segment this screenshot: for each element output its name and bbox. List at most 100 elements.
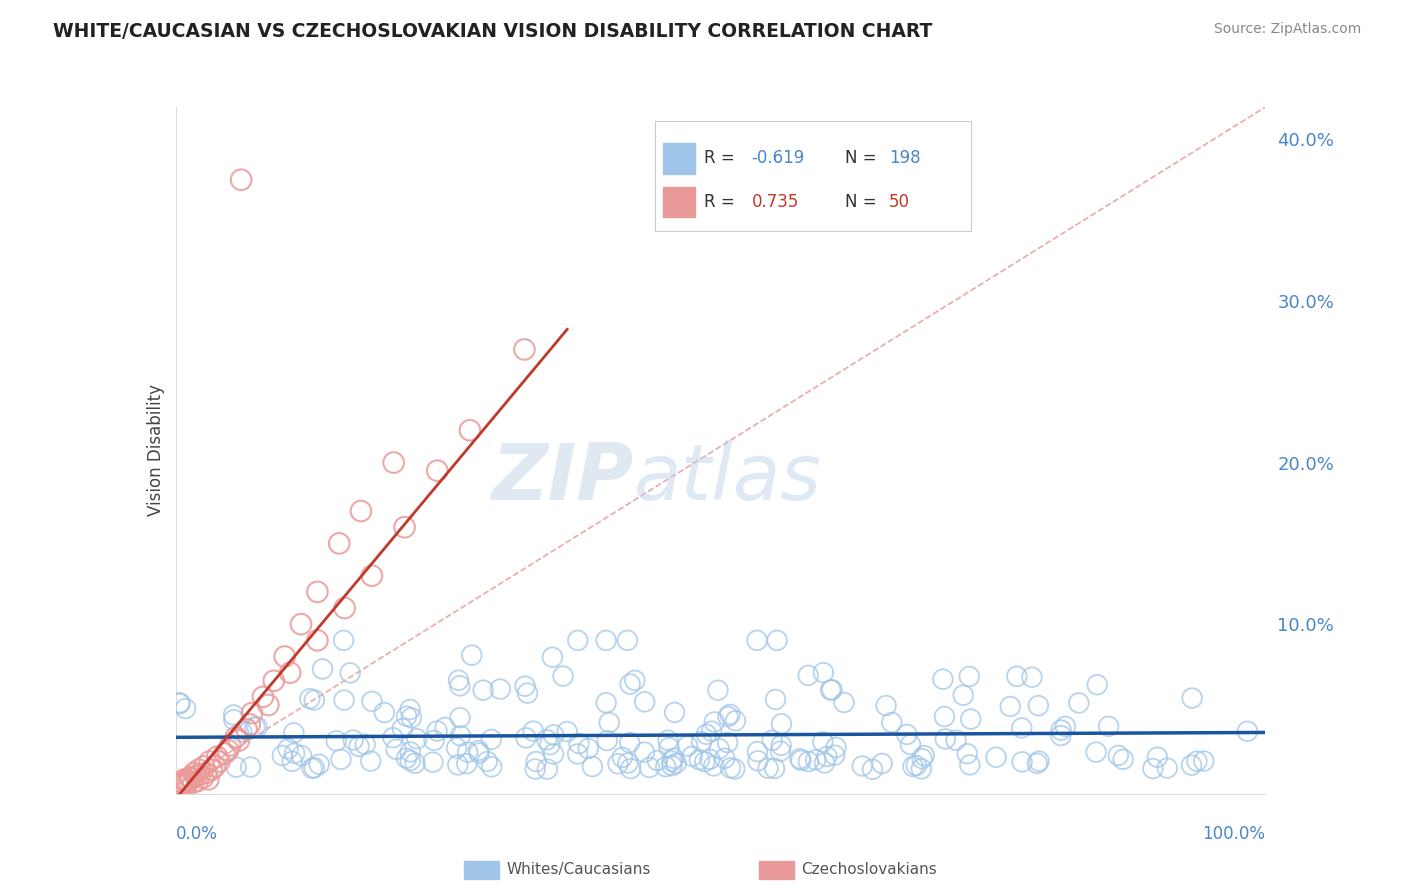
Text: R =: R =: [704, 193, 740, 211]
Point: [945, 733, 967, 747]
Point: [1097, 719, 1119, 733]
Point: [274, 649, 297, 664]
Point: [724, 762, 747, 776]
Point: [1107, 748, 1129, 763]
Point: [695, 727, 717, 741]
Point: [394, 520, 416, 534]
Point: [477, 755, 499, 769]
Point: [745, 633, 768, 648]
Point: [1146, 750, 1168, 764]
Point: [624, 673, 647, 688]
Point: [870, 756, 893, 771]
Point: [169, 779, 191, 793]
Point: [665, 756, 688, 771]
Point: [513, 679, 536, 693]
Point: [1085, 678, 1108, 692]
Point: [567, 747, 589, 761]
Point: [747, 745, 769, 759]
Point: [467, 743, 489, 757]
Point: [709, 741, 731, 756]
Point: [1180, 758, 1202, 772]
Point: [205, 749, 228, 764]
Point: [524, 762, 547, 776]
Point: [434, 721, 457, 735]
Point: [700, 724, 723, 739]
Point: [290, 617, 312, 632]
Point: [426, 724, 449, 739]
Point: [598, 715, 620, 730]
Point: [333, 601, 356, 615]
Point: [170, 777, 193, 791]
Text: R =: R =: [704, 149, 740, 167]
Point: [257, 698, 280, 712]
Point: [551, 669, 574, 683]
Point: [222, 713, 245, 727]
Point: [662, 751, 685, 765]
Point: [201, 763, 224, 777]
Point: [307, 633, 329, 648]
Point: [180, 771, 202, 785]
Bar: [664, 186, 695, 218]
Point: [766, 633, 789, 648]
Point: [339, 665, 361, 680]
Point: [1112, 752, 1135, 766]
Point: [176, 777, 198, 791]
Point: [217, 743, 239, 757]
Point: [183, 765, 205, 780]
Point: [263, 673, 285, 688]
Point: [239, 717, 262, 731]
Point: [681, 749, 703, 764]
Point: [298, 691, 321, 706]
Point: [820, 683, 842, 698]
Bar: [759, 861, 794, 879]
Point: [461, 648, 484, 662]
Point: [373, 706, 395, 720]
Point: [703, 714, 725, 729]
Text: WHITE/CAUCASIAN VS CZECHOSLOVAKIAN VISION DISABILITY CORRELATION CHART: WHITE/CAUCASIAN VS CZECHOSLOVAKIAN VISIO…: [53, 22, 932, 41]
Point: [761, 733, 783, 747]
Point: [790, 753, 813, 767]
Point: [204, 759, 226, 773]
Point: [1000, 699, 1022, 714]
Text: 50: 50: [889, 193, 910, 211]
Point: [290, 748, 312, 763]
Point: [225, 731, 247, 745]
Point: [543, 747, 565, 761]
Text: N =: N =: [845, 149, 882, 167]
Point: [342, 733, 364, 747]
Point: [177, 774, 200, 789]
Point: [984, 750, 1007, 764]
Point: [747, 754, 769, 768]
Point: [277, 742, 299, 756]
Point: [174, 701, 197, 715]
Text: ZIP: ZIP: [491, 440, 633, 516]
Point: [713, 751, 735, 765]
Point: [813, 665, 835, 680]
Point: [633, 695, 655, 709]
Point: [896, 727, 918, 741]
Point: [301, 761, 323, 775]
Point: [756, 761, 779, 775]
Point: [208, 755, 231, 769]
Point: [797, 668, 820, 682]
Point: [350, 504, 373, 518]
Point: [1011, 721, 1033, 735]
Point: [456, 756, 478, 771]
Point: [404, 756, 426, 771]
Point: [169, 697, 191, 711]
Point: [1005, 669, 1028, 683]
Point: [661, 754, 683, 768]
Point: [193, 759, 215, 773]
Point: [655, 759, 678, 773]
Point: [360, 568, 382, 582]
Point: [717, 709, 740, 723]
Point: [720, 761, 742, 775]
Point: [172, 775, 194, 789]
Point: [769, 744, 792, 758]
Point: [595, 696, 617, 710]
Point: [875, 698, 897, 713]
Point: [225, 760, 247, 774]
Point: [633, 745, 655, 759]
Point: [307, 585, 329, 599]
Point: [932, 672, 955, 686]
